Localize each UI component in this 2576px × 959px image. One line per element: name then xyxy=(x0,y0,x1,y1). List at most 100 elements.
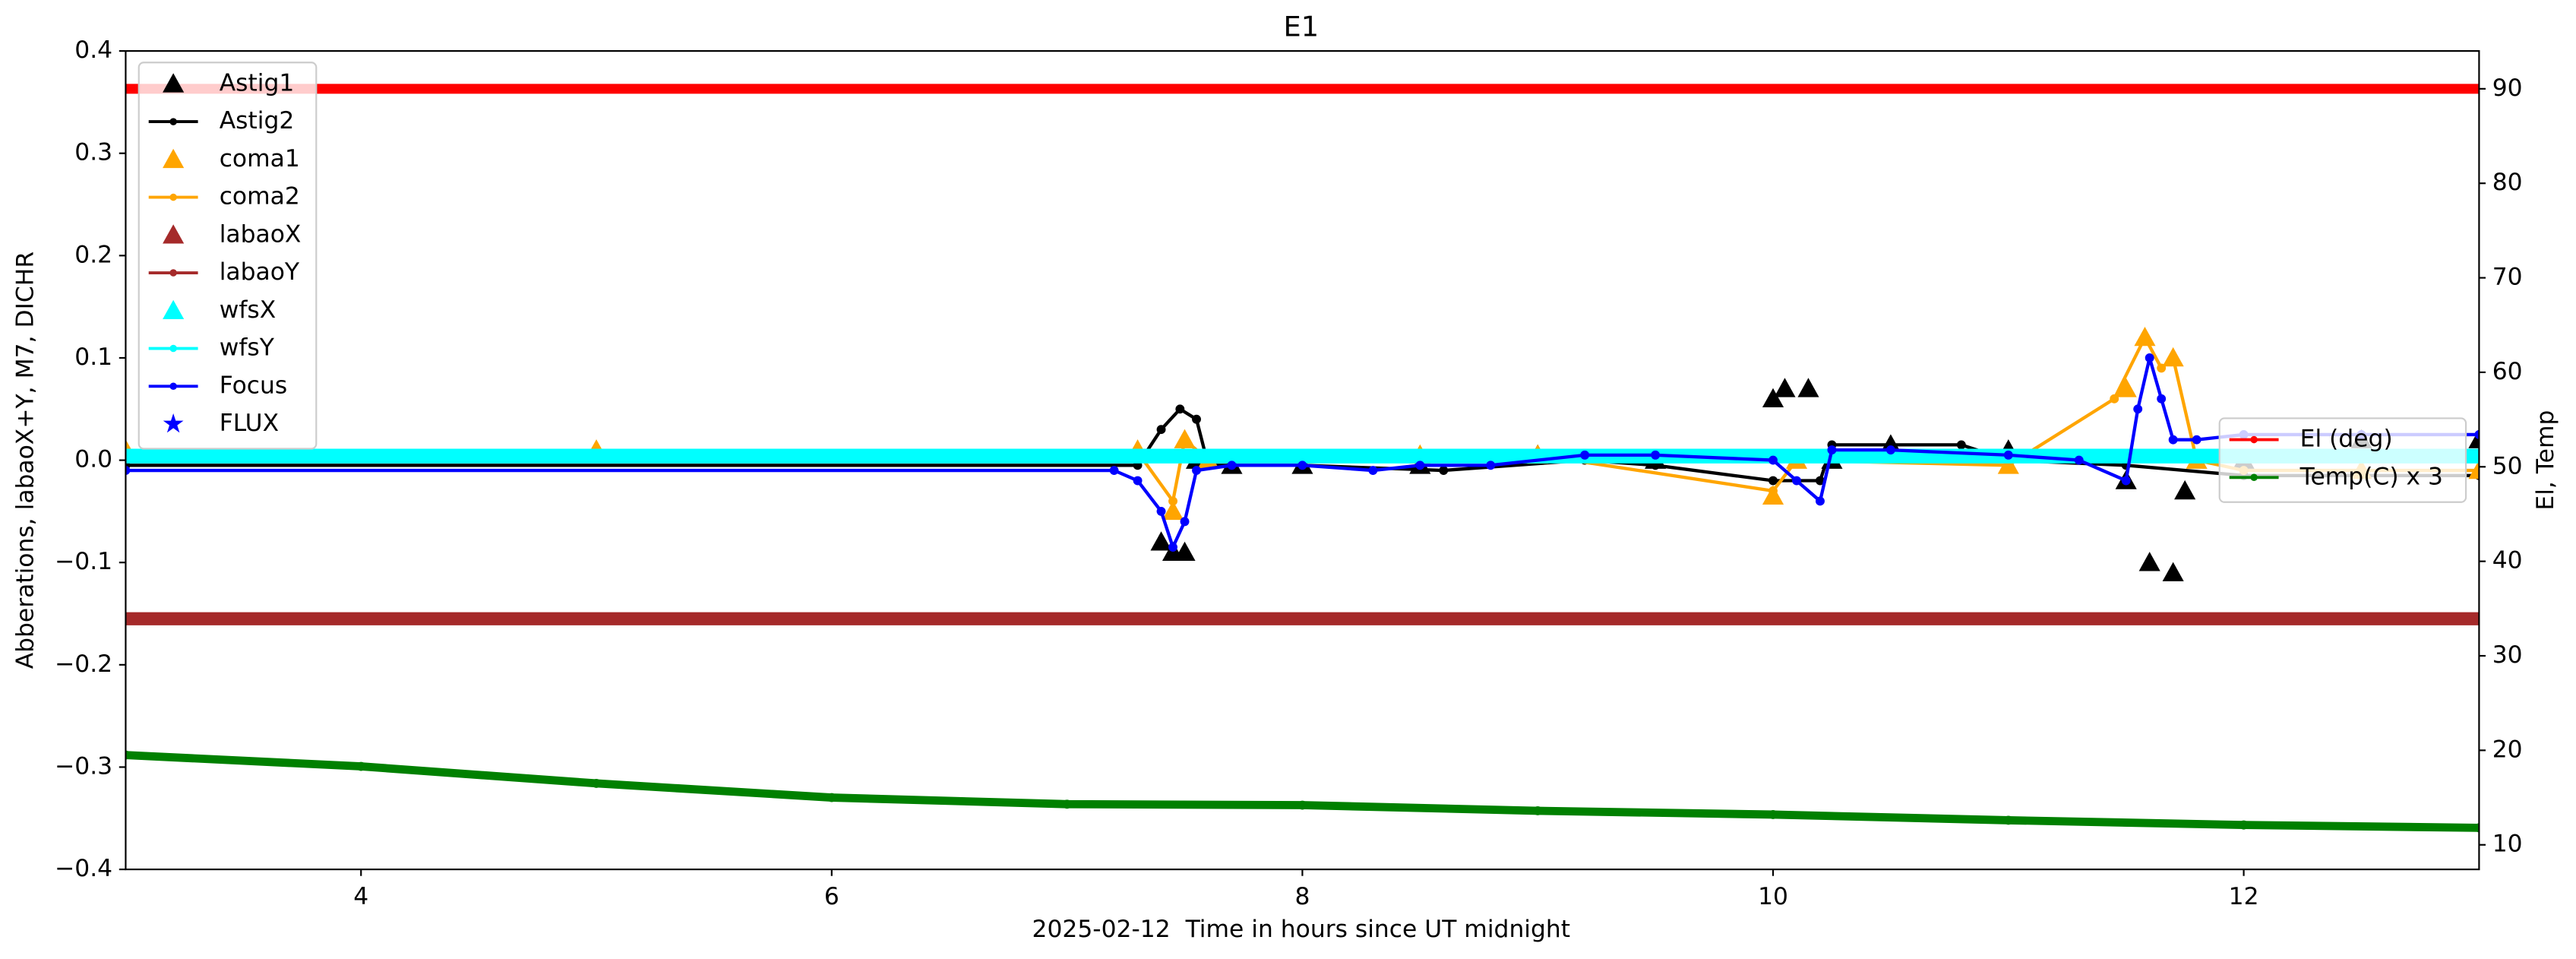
marker-triangle xyxy=(1774,378,1796,397)
marker-circle xyxy=(125,451,131,461)
y2-tick-label: 10 xyxy=(2492,831,2523,858)
marker-circle xyxy=(1368,466,1378,475)
y-tick-label: −0.2 xyxy=(55,650,112,678)
marker-circle xyxy=(1533,806,1543,815)
marker-circle xyxy=(1816,496,1825,506)
marker-circle xyxy=(1180,435,1190,445)
marker-circle xyxy=(2157,363,2167,373)
marker-circle xyxy=(1580,450,1590,460)
x-tick-label: 12 xyxy=(2229,883,2259,910)
y-axis-label: Abberations, labaoX+Y, M7, DICHR xyxy=(12,252,40,669)
marker-circle xyxy=(1297,461,1307,470)
marker-circle xyxy=(1180,517,1190,527)
marker-circle xyxy=(125,750,131,760)
marker-circle xyxy=(2168,435,2178,445)
marker-circle xyxy=(2003,815,2013,825)
x-tick-label: 4 xyxy=(353,883,368,910)
marker-circle xyxy=(1956,440,1966,450)
y-tick-label: −0.4 xyxy=(55,855,112,882)
y-tick-label: 0.0 xyxy=(74,446,112,473)
marker-triangle xyxy=(163,299,185,320)
marker-circle xyxy=(1439,466,1449,475)
legend-box xyxy=(2218,417,2467,503)
y-tick-label: −0.3 xyxy=(55,752,112,780)
marker-circle xyxy=(1816,476,1825,486)
marker-circle xyxy=(1768,810,1778,819)
x-tick-label: 10 xyxy=(1758,883,1788,910)
marker-circle xyxy=(1133,476,1143,486)
marker-circle xyxy=(1192,466,1201,475)
legend-label: labaoX xyxy=(220,220,302,248)
legend-label: wfsY xyxy=(220,334,275,362)
legend-label: labaoY xyxy=(220,258,300,286)
marker-circle xyxy=(2110,394,2119,404)
legend-label: Astig2 xyxy=(220,107,295,135)
marker-circle xyxy=(169,118,177,125)
marker-triangle xyxy=(2115,378,2137,397)
marker-circle xyxy=(1651,450,1661,460)
y2-tick-label: 20 xyxy=(2492,736,2523,763)
plot-frame xyxy=(125,50,2480,871)
x-axis-label: 2025-02-12 Time in hours since UT midnig… xyxy=(1032,916,1571,943)
marker-circle xyxy=(2239,820,2249,830)
marker-circle xyxy=(2474,429,2480,439)
marker-circle xyxy=(1227,461,1237,470)
chart-title: E1 xyxy=(1283,10,1319,43)
marker-circle xyxy=(2250,473,2258,482)
marker-circle xyxy=(2121,476,2131,486)
marker-circle xyxy=(169,193,177,201)
marker-circle xyxy=(2474,451,2480,461)
legend: El (deg) Temp(C) x 3 xyxy=(2218,417,2467,503)
y2-tick-label: 60 xyxy=(2492,358,2523,385)
marker-circle xyxy=(2145,353,2154,362)
marker-triangle xyxy=(163,148,185,169)
marker-circle xyxy=(125,84,131,93)
marker-circle xyxy=(1885,445,1895,455)
y-tick-label: 0.2 xyxy=(74,241,112,268)
series-line xyxy=(125,751,2480,832)
legend-label: wfsX xyxy=(220,296,276,324)
marker-circle xyxy=(2474,466,2480,475)
marker-circle xyxy=(1156,506,1166,516)
legend-label: Focus xyxy=(220,372,288,399)
marker-triangle xyxy=(1762,388,1784,408)
legend-label: El (deg) xyxy=(2300,426,2393,453)
marker-circle xyxy=(2133,404,2143,414)
marker-circle xyxy=(2074,455,2084,465)
marker-circle xyxy=(169,344,177,353)
y-tick-label: 0.1 xyxy=(74,343,112,371)
y2-tick-label: 30 xyxy=(2492,641,2523,669)
series-line xyxy=(125,356,2480,549)
marker-circle xyxy=(1192,414,1201,424)
marker-circle xyxy=(2157,394,2167,404)
marker-circle xyxy=(1109,466,1119,475)
marker-circle xyxy=(1168,496,1177,506)
marker-circle xyxy=(2474,84,2480,93)
marker-circle xyxy=(125,466,131,475)
marker-circle xyxy=(125,614,131,624)
legend: Astig1 Astig2 coma1 coma2 labaoX labaoY wfsX wf… xyxy=(137,62,318,450)
marker-circle xyxy=(2003,450,2013,460)
marker-circle xyxy=(1792,476,1801,486)
marker-triangle xyxy=(2174,480,2196,500)
y2-tick-label: 70 xyxy=(2492,264,2523,291)
marker-triangle xyxy=(1797,378,1819,397)
marker-triangle xyxy=(1150,531,1172,551)
marker-triangle xyxy=(2468,429,2480,448)
marker-circle xyxy=(1827,445,1837,455)
marker-circle xyxy=(1768,455,1778,465)
marker-triangle xyxy=(2162,562,2184,581)
legend-label: coma1 xyxy=(220,145,300,172)
marker-circle xyxy=(1297,800,1307,810)
marker-circle xyxy=(2168,353,2178,362)
marker-circle xyxy=(2474,823,2480,833)
marker-circle xyxy=(1486,461,1496,470)
marker-circle xyxy=(1168,543,1177,552)
marker-circle xyxy=(827,793,836,802)
y-tick-label: 0.4 xyxy=(74,36,112,64)
legend-label: FLUX xyxy=(220,410,279,437)
legend-label: Astig1 xyxy=(220,69,295,97)
plot-area xyxy=(125,84,2480,833)
y-tick-label: 0.3 xyxy=(74,139,112,166)
